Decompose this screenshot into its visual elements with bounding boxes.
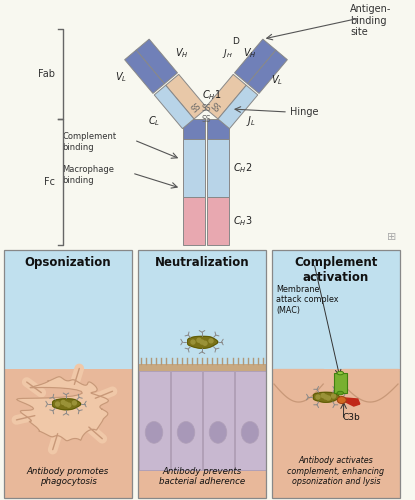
Ellipse shape <box>177 422 195 444</box>
Bar <box>4 250 132 498</box>
Text: $V_L$: $V_L$ <box>115 70 127 84</box>
Circle shape <box>321 394 325 398</box>
Bar <box>138 369 266 498</box>
Circle shape <box>316 395 320 399</box>
Circle shape <box>326 396 330 400</box>
Bar <box>183 119 205 139</box>
Circle shape <box>200 340 204 344</box>
Ellipse shape <box>209 422 227 444</box>
Text: Antibody activates
complement, enhancing
opsonization and lysis: Antibody activates complement, enhancing… <box>288 456 385 486</box>
Text: $J_L$: $J_L$ <box>246 114 256 128</box>
Text: SS: SS <box>190 102 203 114</box>
Text: $V_H$: $V_H$ <box>243 46 257 60</box>
Bar <box>203 371 234 470</box>
Circle shape <box>72 401 76 405</box>
Ellipse shape <box>337 396 346 404</box>
Bar <box>207 139 229 197</box>
Text: SS: SS <box>209 102 222 114</box>
Polygon shape <box>313 392 339 402</box>
Text: D: D <box>232 37 239 46</box>
Text: Antigen-
binding
site: Antigen- binding site <box>350 4 391 37</box>
Text: Complement
binding: Complement binding <box>62 132 116 152</box>
Text: $C_L$: $C_L$ <box>148 114 160 128</box>
Polygon shape <box>218 86 258 128</box>
Circle shape <box>203 341 207 345</box>
Bar <box>139 371 169 470</box>
Polygon shape <box>248 50 287 94</box>
Bar <box>207 197 229 245</box>
Ellipse shape <box>337 392 344 395</box>
Text: Neutralization: Neutralization <box>155 256 249 269</box>
Polygon shape <box>136 39 178 84</box>
Bar <box>138 250 266 369</box>
Polygon shape <box>166 74 207 119</box>
Bar <box>234 371 266 470</box>
Bar <box>183 139 205 197</box>
Polygon shape <box>53 399 81 410</box>
Bar <box>272 250 400 369</box>
Text: $C_H$1: $C_H$1 <box>203 88 222 102</box>
Polygon shape <box>124 50 164 94</box>
Text: Complement
activation: Complement activation <box>294 256 378 284</box>
Text: Antibody promotes
phagocytosis: Antibody promotes phagocytosis <box>27 466 109 486</box>
Text: SS
SS: SS SS <box>201 104 211 124</box>
Text: $J_H$: $J_H$ <box>222 47 232 60</box>
Circle shape <box>324 395 328 399</box>
Bar <box>272 369 400 498</box>
Circle shape <box>67 403 71 407</box>
Polygon shape <box>154 86 194 128</box>
Bar <box>138 250 266 498</box>
Circle shape <box>191 340 195 344</box>
Bar <box>171 371 202 470</box>
Text: Opsonization: Opsonization <box>24 256 111 269</box>
Polygon shape <box>188 336 218 348</box>
Bar <box>4 369 132 498</box>
Text: Membrane
attack complex
(MAC): Membrane attack complex (MAC) <box>276 285 339 315</box>
Bar <box>183 197 205 245</box>
Text: Antibody prevents
bacterial adherence: Antibody prevents bacterial adherence <box>159 466 245 486</box>
Text: $V_H$: $V_H$ <box>175 46 188 60</box>
Bar <box>272 250 400 498</box>
Bar <box>4 250 132 369</box>
Ellipse shape <box>241 422 259 444</box>
Bar <box>0 0 415 250</box>
Text: $C_H$2: $C_H$2 <box>233 161 252 175</box>
Circle shape <box>61 400 65 404</box>
Circle shape <box>197 338 201 342</box>
Text: Hinge: Hinge <box>290 107 318 117</box>
Circle shape <box>64 402 68 406</box>
Text: ⊞: ⊞ <box>387 232 397 242</box>
Text: Macrophage
binding: Macrophage binding <box>62 166 114 184</box>
Bar <box>272 369 400 498</box>
Polygon shape <box>344 398 360 406</box>
Circle shape <box>209 339 213 343</box>
Bar <box>138 364 266 376</box>
Text: Fc: Fc <box>44 177 55 187</box>
Ellipse shape <box>337 372 344 375</box>
Ellipse shape <box>145 422 163 444</box>
Polygon shape <box>205 74 246 119</box>
Text: $C_H$3: $C_H$3 <box>233 214 253 228</box>
Polygon shape <box>234 39 276 84</box>
Text: $V_L$: $V_L$ <box>271 73 283 86</box>
Bar <box>207 119 229 139</box>
Circle shape <box>56 402 60 406</box>
Text: Fab: Fab <box>38 69 55 79</box>
Polygon shape <box>17 377 108 440</box>
Circle shape <box>332 394 336 398</box>
Bar <box>334 373 347 393</box>
Text: C3b: C3b <box>342 412 360 422</box>
